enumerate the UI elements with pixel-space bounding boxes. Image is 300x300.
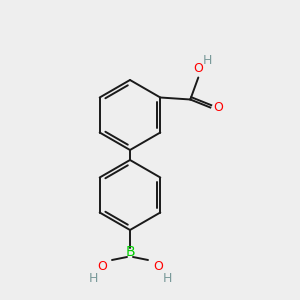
Text: O: O: [194, 62, 203, 76]
Text: O: O: [153, 260, 163, 274]
Text: O: O: [97, 260, 107, 274]
Text: O: O: [213, 101, 223, 114]
Text: B: B: [125, 245, 135, 259]
Text: H: H: [88, 272, 98, 286]
Text: H: H: [202, 53, 212, 67]
Text: H: H: [162, 272, 172, 286]
